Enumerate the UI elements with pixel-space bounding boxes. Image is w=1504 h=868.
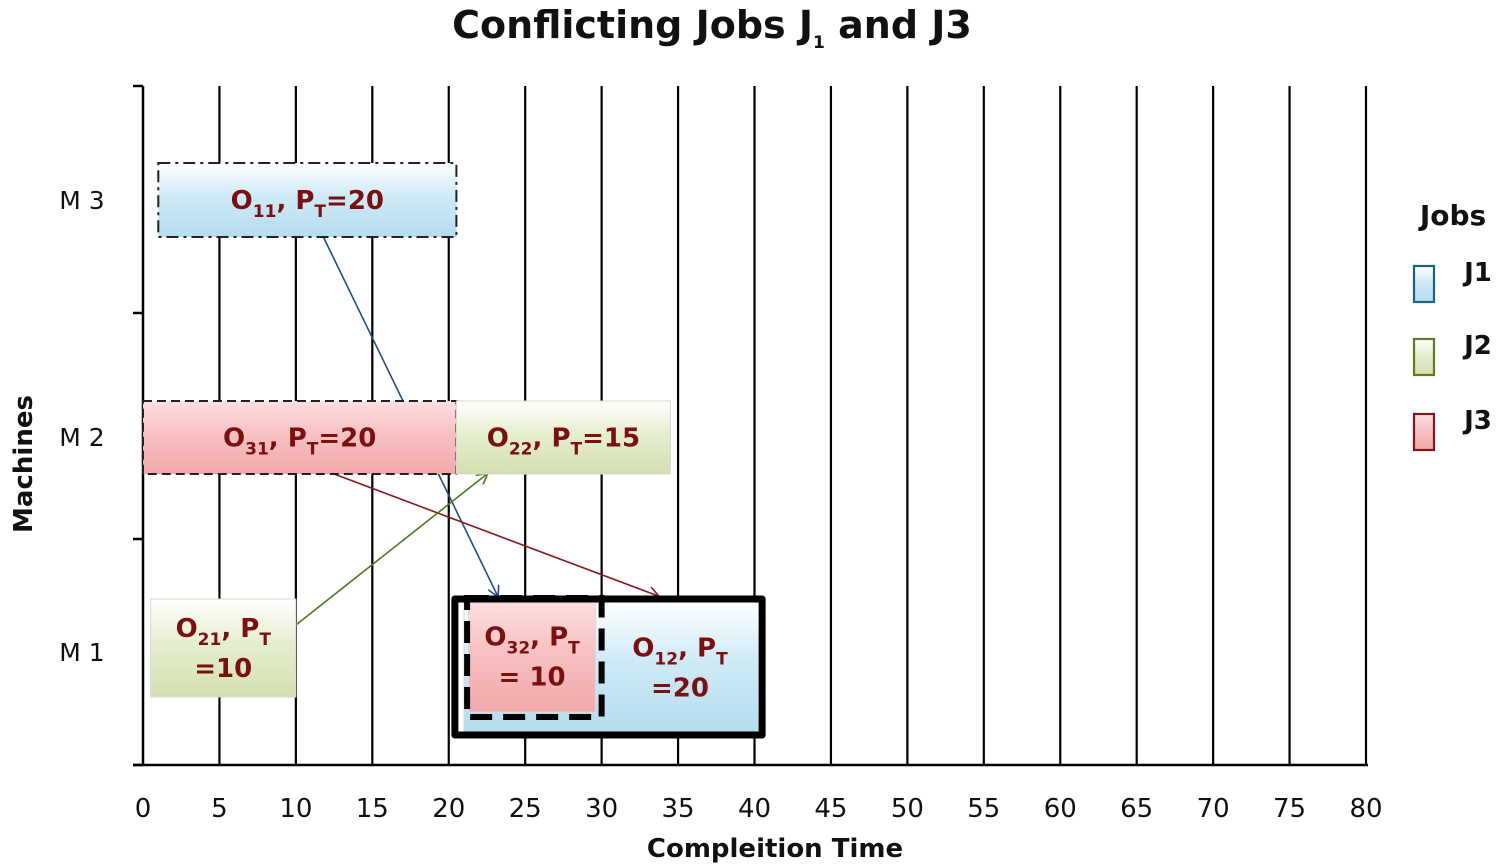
operation-o11: O11, PT=20 — [157, 162, 458, 238]
machine-labels: M 1 M 2 M 3 — [59, 186, 104, 667]
operation-label: =20 — [651, 674, 709, 704]
x-tick-label: 55 — [967, 794, 1000, 824]
x-tick-label: 0 — [135, 794, 152, 824]
conflict-box — [451, 595, 766, 739]
operation-bar — [455, 400, 671, 475]
y-axis-label: Machines — [9, 395, 39, 533]
x-axis-label: Compleition Time — [647, 834, 903, 864]
x-tick-label: 35 — [662, 794, 695, 824]
x-tick-label: 20 — [432, 794, 465, 824]
operation-label: O32, PT — [484, 623, 580, 659]
machine-label: M 2 — [59, 423, 104, 452]
x-tick-label: 80 — [1349, 794, 1382, 824]
operation-label: = 10 — [499, 663, 566, 693]
machine-label: M 1 — [59, 638, 104, 667]
operation-label: O22, PT=15 — [487, 424, 640, 460]
legend-swatch-j2 — [1412, 337, 1436, 377]
chart-title: Conflicting Jobs J1 and J3 — [452, 3, 972, 53]
legend-label: J1 — [1462, 258, 1492, 288]
x-tick-label: 70 — [1197, 794, 1230, 824]
legend: Jobs J1 J2 J3 — [1412, 199, 1492, 452]
precedence-arrow-j2 — [295, 474, 487, 626]
x-tick-label: 30 — [585, 794, 618, 824]
legend-label: J3 — [1462, 406, 1492, 436]
x-tick-label: 45 — [814, 794, 847, 824]
operation-o22: O22, PT=15 — [455, 400, 671, 475]
operation-label: O12, PT — [632, 634, 728, 670]
x-tick-label: 15 — [356, 794, 389, 824]
x-tick-label: 65 — [1120, 794, 1153, 824]
x-tick-label: 25 — [509, 794, 542, 824]
x-tick-label: 50 — [891, 794, 924, 824]
operation-label: O11, PT=20 — [231, 186, 384, 222]
operation-label: =10 — [194, 654, 252, 684]
precedence-arrow-j3 — [333, 473, 658, 596]
x-tick-labels: 0 5 10 15 20 25 30 35 40 45 50 55 60 65 70 75 80 — [135, 794, 1383, 824]
operation-o21: O21, PT =10 — [150, 598, 297, 698]
x-tick-label: 75 — [1273, 794, 1306, 824]
x-tick-label: 60 — [1044, 794, 1077, 824]
operation-bar — [157, 162, 458, 238]
operation-bar — [142, 400, 458, 475]
x-tick-label: 5 — [211, 794, 228, 824]
legend-title: Jobs — [1418, 199, 1486, 232]
operation-bar — [150, 598, 297, 698]
operation-label: O21, PT — [176, 614, 272, 650]
operation-o31: O31, PT=20 — [142, 400, 458, 475]
operation-label: O31, PT=20 — [223, 424, 376, 460]
machine-label: M 3 — [59, 186, 104, 215]
x-tick-label: 40 — [738, 794, 771, 824]
legend-swatch-j1 — [1412, 264, 1436, 304]
operation-bars: O11, PT=20 O31, PT=20 O22, PT=15 O21, PT =10… — [142, 162, 766, 739]
x-tick-label: 10 — [279, 794, 312, 824]
legend-label: J2 — [1462, 331, 1492, 361]
conflict-inner-dashed-box — [464, 595, 605, 720]
legend-swatch-j3 — [1412, 412, 1436, 452]
operation-o32: O32, PT = 10 — [468, 600, 597, 713]
